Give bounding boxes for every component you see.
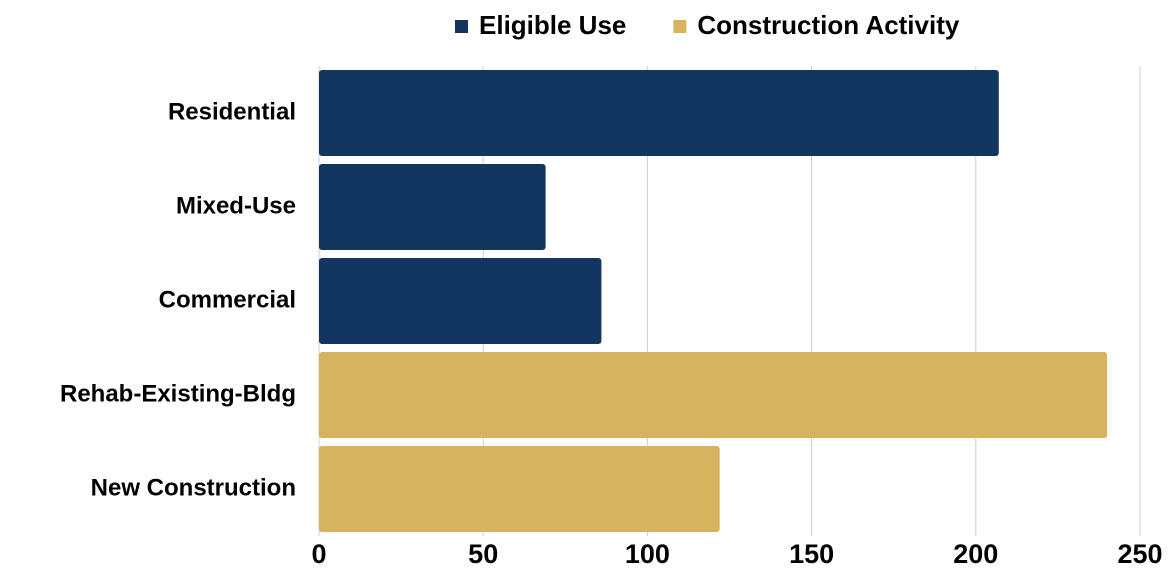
x-tick-label: 50 [468,539,498,569]
x-tick-label: 100 [625,539,670,569]
y-tick-label: Residential [168,98,296,125]
x-tick-label: 200 [953,539,998,569]
bar [319,70,999,156]
bar [319,164,546,250]
bar [319,258,602,344]
y-tick-label: New Construction [91,474,296,501]
x-tick-label: 250 [1117,539,1162,569]
legend-swatch [455,20,468,33]
legend-swatch [673,20,687,33]
legend-label: Construction Activity [697,10,959,40]
y-tick-label: Mixed-Use [176,192,296,219]
x-tick-label: 150 [789,539,834,569]
legend-label: Eligible Use [479,10,626,40]
y-tick-label: Rehab-Existing-Bldg [60,380,296,407]
x-tick-label: 0 [311,539,326,569]
bar [319,446,720,532]
y-tick-label: Commercial [159,286,296,313]
bar [319,352,1108,438]
